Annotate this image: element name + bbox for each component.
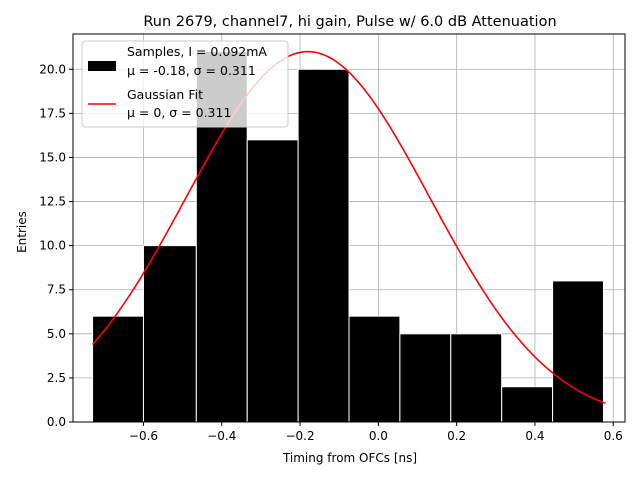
y-axis-label: Entries xyxy=(15,211,29,253)
legend-fit-stats: μ = 0, σ = 0.311 xyxy=(127,105,231,120)
x-tick-label: −0.4 xyxy=(207,429,236,443)
histogram-bar xyxy=(92,315,144,423)
y-axis-ticks: 0.0 2.5 5.0 7.5 10.0 12.5 15.0 17.5 20.0 xyxy=(39,62,73,429)
x-tick-label: −0.6 xyxy=(129,429,158,443)
y-tick-label: 15.0 xyxy=(39,150,66,164)
y-tick-label: 0.0 xyxy=(47,415,66,429)
histogram-bar xyxy=(552,280,604,423)
y-tick-label: 2.5 xyxy=(47,371,66,385)
y-tick-label: 10.0 xyxy=(39,239,66,253)
legend-samples-label: Samples, I = 0.092mA xyxy=(127,44,267,59)
x-tick-label: 0.0 xyxy=(369,429,388,443)
legend-box xyxy=(81,40,289,128)
histogram-bar xyxy=(348,315,401,423)
y-tick-label: 12.5 xyxy=(39,195,66,209)
histogram-bars xyxy=(92,51,604,423)
x-tick-label: 0.2 xyxy=(447,429,466,443)
histogram-bar xyxy=(246,139,299,423)
histogram-bar xyxy=(450,333,503,423)
y-tick-label: 7.5 xyxy=(47,283,66,297)
histogram-bar xyxy=(142,245,197,423)
chart-title: Run 2679, channel7, hi gain, Pulse w/ 6.… xyxy=(143,14,556,30)
x-tick-label: −0.2 xyxy=(285,429,314,443)
histogram-bar xyxy=(399,333,452,423)
y-tick-label: 5.0 xyxy=(47,327,66,341)
gaussian-fit xyxy=(91,50,606,405)
legend-samples-swatch xyxy=(88,61,116,71)
x-tick-label: 0.4 xyxy=(525,429,544,443)
y-tick-label: 20.0 xyxy=(39,62,66,76)
histogram-bar xyxy=(297,68,350,423)
x-axis-ticks: −0.6 −0.4 −0.2 0.0 0.2 0.4 0.6 xyxy=(129,422,623,443)
legend-samples-stats: μ = -0.18, σ = 0.311 xyxy=(127,63,256,78)
gaussian-fit-curve xyxy=(91,50,606,405)
legend: Samples, I = 0.092mA μ = -0.18, σ = 0.31… xyxy=(81,40,289,128)
legend-fit-label: Gaussian Fit xyxy=(127,87,203,102)
plot-frame xyxy=(72,33,626,423)
x-tick-label: 0.6 xyxy=(604,429,623,443)
y-tick-label: 17.5 xyxy=(39,106,66,120)
x-axis-label: Timing from OFCs [ns] xyxy=(282,451,417,465)
histogram-bar xyxy=(501,386,554,423)
